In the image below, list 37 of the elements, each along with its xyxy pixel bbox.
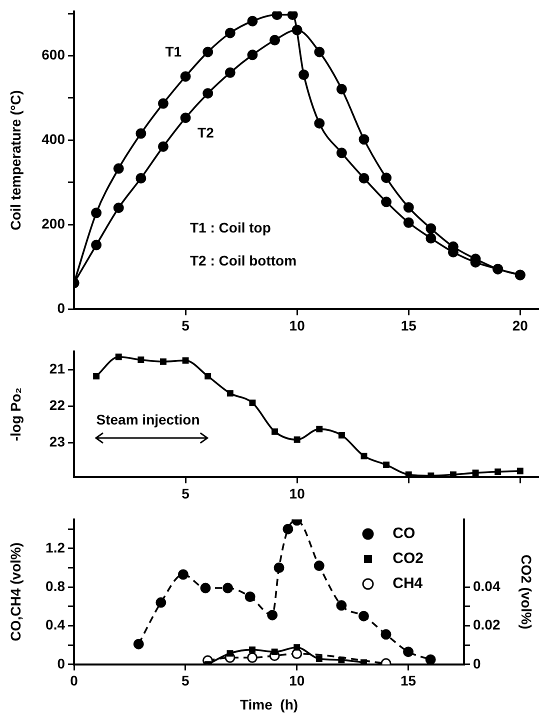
y-tick-label: 0 bbox=[57, 300, 66, 316]
legend-label: CH4 bbox=[392, 575, 423, 592]
y-tick-label: 600 bbox=[42, 46, 66, 63]
x-tick-label: 5 bbox=[182, 485, 190, 502]
x-tick-label: 0 bbox=[70, 672, 78, 689]
y-tick-label: 200 bbox=[42, 216, 66, 232]
y-tick-label: 21 bbox=[49, 360, 66, 376]
series-label: T1 bbox=[165, 43, 182, 60]
y2-tick-label: 0.04 bbox=[473, 578, 500, 594]
y-tick-label: 0 bbox=[57, 655, 66, 672]
legend-label: CO2 bbox=[392, 550, 424, 568]
y-axis-title: Coil temperature (°C) bbox=[7, 90, 24, 230]
x-tick-label: 10 bbox=[289, 317, 306, 334]
x-tick-label: 20 bbox=[512, 317, 528, 334]
series-label: T2 bbox=[198, 124, 214, 141]
y2-tick-label: 0.02 bbox=[473, 616, 500, 633]
y2-tick-label: 0 bbox=[473, 655, 481, 672]
y2-axis-title: CO2 (vol%) bbox=[518, 554, 535, 630]
annotation: Steam injection bbox=[96, 411, 200, 428]
x-tick-label: 15 bbox=[400, 317, 417, 334]
y-tick-label: 1.2 bbox=[46, 539, 66, 556]
x-tick-label: 10 bbox=[289, 485, 306, 502]
annotation: T2 : Coil bottom bbox=[190, 252, 297, 268]
y-tick-label: 0.8 bbox=[46, 578, 66, 594]
y-tick-label: 22 bbox=[49, 396, 66, 413]
x-axis-title: Time (h) bbox=[240, 696, 298, 712]
x-tick-label: 5 bbox=[182, 672, 190, 689]
y-axis-title: CO,CH4 (vol%) bbox=[7, 542, 24, 642]
y-tick-label: 400 bbox=[42, 131, 66, 148]
x-tick-label: 10 bbox=[289, 672, 305, 689]
annotation: T1 : Coil top bbox=[190, 220, 271, 236]
x-tick-label: 5 bbox=[182, 317, 190, 334]
y-axis-title: -log Po₂ bbox=[7, 387, 24, 442]
x-tick-label: 15 bbox=[400, 672, 416, 689]
legend-label: CO bbox=[392, 525, 416, 542]
y-tick-label: 0.4 bbox=[46, 616, 66, 633]
y-tick-label: 23 bbox=[49, 433, 66, 450]
